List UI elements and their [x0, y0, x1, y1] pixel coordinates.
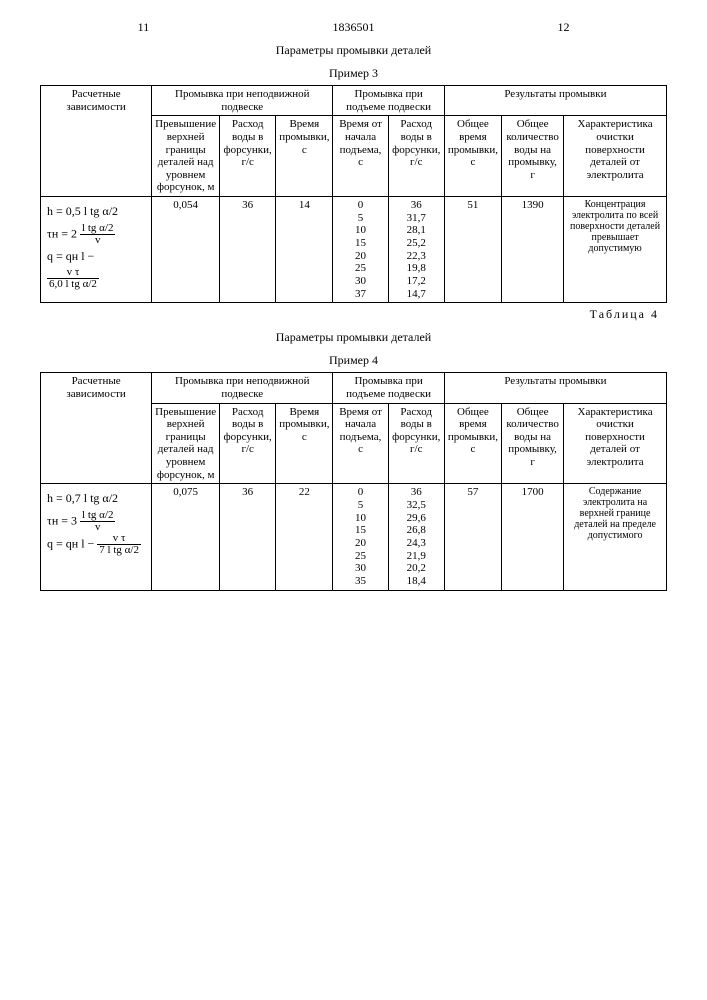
t3-flows: 36 31,7 28,1 25,2 22,3 19,8 17,2 14,7: [388, 197, 444, 303]
t4-h2: Промывка при неподвижной подвеске: [152, 373, 333, 403]
table3-title2: Пример 3: [40, 66, 667, 81]
t4-c6: Общее время промывки, с: [444, 403, 501, 484]
t4-formulas: h = 0,7 l tg α/2 τн = 3 l tg α/2v q = qн…: [41, 484, 152, 590]
t3-formulas: h = 0,5 l tg α/2 τн = 2 l tg α/2v q = qн…: [41, 197, 152, 303]
t4-c7: Общее количество воды на промывку, г: [502, 403, 564, 484]
t4-v3: 22: [276, 484, 333, 590]
t3-c3: Время промывки, с: [276, 116, 333, 197]
t4-v1: 0,075: [152, 484, 220, 590]
t3-h4: Результаты промывки: [444, 86, 666, 116]
t4-h1: Расчетные зависимости: [41, 373, 152, 484]
t4-c5: Расход воды в форсунки, г/с: [388, 403, 444, 484]
table4: Расчетные зависимости Промывка при непод…: [40, 372, 667, 590]
t4-c2: Расход воды в форсунки, г/с: [220, 403, 276, 484]
t3-q-eq: q = qн l − v τ6,0 l tg α/2: [47, 246, 145, 291]
t4-c1: Превышение верхней границы деталей над у…: [152, 403, 220, 484]
t3-c8: Характеристика очистки поверхности детал…: [564, 116, 667, 197]
table3-label: Таблица 4: [40, 307, 659, 322]
t4-note: Содержание электролита на верхней границ…: [564, 484, 667, 590]
t3-h1: Расчетные зависимости: [41, 86, 152, 197]
t3-h2: Промывка при неподвижной подвеске: [152, 86, 333, 116]
t3-c4: Время от начала подъема, с: [333, 116, 388, 197]
t3-v3: 14: [276, 197, 333, 303]
t3-c1: Превышение верхней границы деталей над у…: [152, 116, 220, 197]
t4-c8: Характеристика очистки поверхности детал…: [564, 403, 667, 484]
t3-c5: Расход воды в форсунки, г/с: [388, 116, 444, 197]
t3-times: 0 5 10 15 20 25 30 37: [333, 197, 388, 303]
t4-v2: 36: [220, 484, 276, 590]
t3-c6: Общее время промывки, с: [444, 116, 501, 197]
table3: Расчетные зависимости Промывка при непод…: [40, 85, 667, 303]
table4-title2: Пример 4: [40, 353, 667, 368]
t4-flows: 36 32,5 29,6 26,8 24,3 21,9 20,2 18,4: [388, 484, 444, 590]
t3-v7: 1390: [502, 197, 564, 303]
t3-tau-eq: τн = 2 l tg α/2v: [47, 223, 145, 246]
t4-h-eq: h = 0,7 l tg α/2: [47, 488, 145, 510]
t3-v6: 51: [444, 197, 501, 303]
t4-h3: Промывка при подъеме подвески: [333, 373, 444, 403]
t3-c2: Расход воды в форсунки, г/с: [220, 116, 276, 197]
t4-times: 0 5 10 15 20 25 30 35: [333, 484, 388, 590]
table3-title1: Параметры промывки деталей: [40, 43, 667, 58]
t4-v6: 57: [444, 484, 501, 590]
t3-h3: Промывка при подъеме подвески: [333, 86, 444, 116]
t4-c4: Время от начала подъема, с: [333, 403, 388, 484]
page-numbers: 11 1836501 12: [40, 20, 667, 35]
t4-tau-eq: τн = 3 l tg α/2v: [47, 510, 145, 533]
t3-h-eq: h = 0,5 l tg α/2: [47, 201, 145, 223]
page-left: 11: [40, 20, 247, 35]
t4-q-eq: q = qн l − v τ7 l tg α/2: [47, 533, 145, 556]
t4-h4: Результаты промывки: [444, 373, 666, 403]
t3-note: Концентрация электролита по всей поверхн…: [564, 197, 667, 303]
t3-c7: Общее количество воды на промывку, г: [502, 116, 564, 197]
t4-c3: Время промывки, с: [276, 403, 333, 484]
t3-v2: 36: [220, 197, 276, 303]
t3-v1: 0,054: [152, 197, 220, 303]
doc-number: 1836501: [250, 20, 457, 35]
page-right: 12: [460, 20, 667, 35]
table4-title1: Параметры промывки деталей: [40, 330, 667, 345]
t4-v7: 1700: [502, 484, 564, 590]
